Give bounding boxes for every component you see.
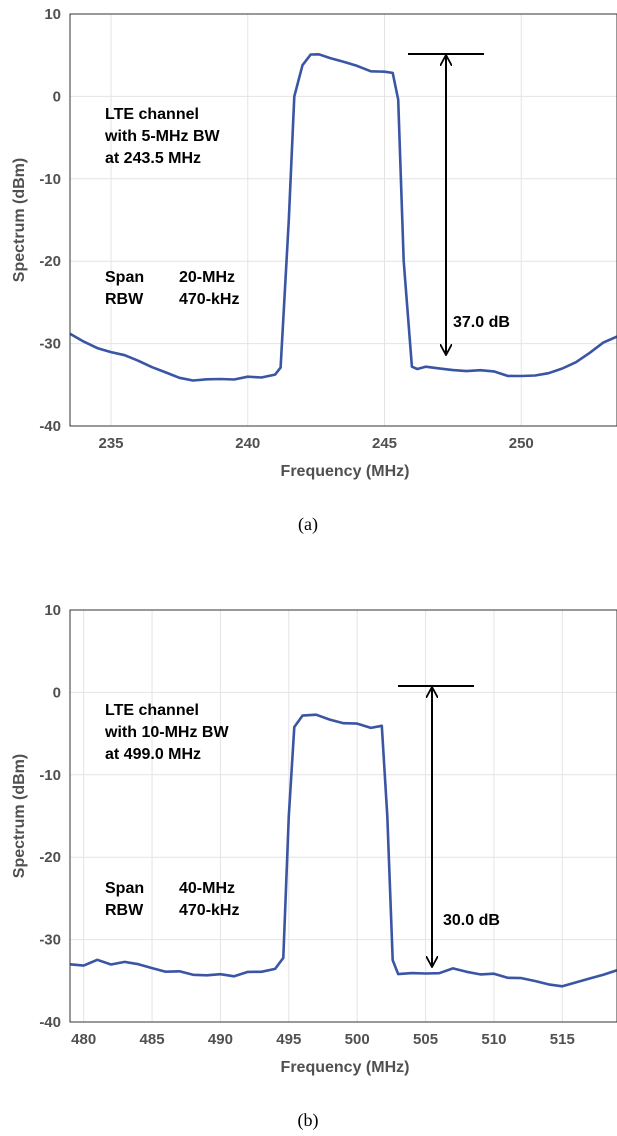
chart-a-x-tick-label: 250 xyxy=(509,435,534,452)
chart-b-y-tick-label: 0 xyxy=(53,684,61,701)
chart-b-x-tick-label: 510 xyxy=(481,1031,506,1048)
chart-b-y-axis-label: Spectrum (dBm) xyxy=(11,754,28,878)
chart-b-x-tick-label: 500 xyxy=(345,1031,370,1048)
chart-b-x-tick-label: 490 xyxy=(208,1031,233,1048)
chart-a-x-ticks: 235 240 245 250 xyxy=(99,435,534,452)
chart-b-y-tick-label: -40 xyxy=(39,1014,61,1031)
chart-a-span-label: Span xyxy=(105,269,144,286)
chart-b-caption: (b) xyxy=(298,1110,319,1131)
chart-b-y-tick-label: -30 xyxy=(39,932,61,949)
chart-b-rbw-value: 470-kHz xyxy=(179,902,239,919)
chart-b-x-tick-label: 515 xyxy=(550,1031,575,1048)
chart-a-y-ticks: -40 -30 -20 -10 0 10 xyxy=(39,6,61,435)
chart-b-y-tick-label: 10 xyxy=(44,602,61,619)
chart-a-y-axis-label: Spectrum (dBm) xyxy=(11,158,28,282)
chart-a-rbw-label: RBW xyxy=(105,291,144,308)
chart-a-difference-label: 37.0 dB xyxy=(453,314,510,331)
chart-b-difference-label: 30.0 dB xyxy=(443,912,500,929)
chart-a-y-tick-label: -10 xyxy=(39,171,61,188)
chart-b-y-tick-label: -20 xyxy=(39,849,61,866)
chart-b-y-tick-label: -10 xyxy=(39,767,61,784)
chart-b-x-ticks: 480 485 490 495 500 505 510 515 xyxy=(71,1031,575,1048)
chart-b-x-tick-label: 480 xyxy=(71,1031,96,1048)
chart-b-span-value: 40-MHz xyxy=(179,880,235,897)
chart-b-channel-line-3: at 499.0 MHz xyxy=(105,746,201,763)
chart-b-x-tick-label: 485 xyxy=(140,1031,165,1048)
chart-b-x-tick-label: 505 xyxy=(413,1031,438,1048)
chart-a-x-axis-label: Frequency (MHz) xyxy=(281,463,410,480)
chart-a-frame xyxy=(69,13,617,427)
chart-a-caption: (a) xyxy=(298,514,318,535)
chart-b-channel-line-2: with 10-MHz BW xyxy=(104,724,229,741)
chart-a-rbw-value: 470-kHz xyxy=(179,291,239,308)
chart-a-span-value: 20-MHz xyxy=(179,269,235,286)
chart-a-channel-line-3: at 243.5 MHz xyxy=(105,150,201,167)
chart-a-y-tick-label: 10 xyxy=(44,6,61,23)
chart-a-channel-line-1: LTE channel xyxy=(105,106,199,123)
chart-a-spectrum-line xyxy=(69,53,617,382)
chart-b-y-ticks: -40 -30 -20 -10 0 10 xyxy=(39,602,61,1031)
chart-b-x-axis-label: Frequency (MHz) xyxy=(281,1059,410,1076)
chart-b-spectrum-line xyxy=(69,713,617,988)
chart-a-y-tick-label: -30 xyxy=(39,336,61,353)
chart-b-rbw-label: RBW xyxy=(105,902,144,919)
chart-b-channel-line-1: LTE channel xyxy=(105,702,199,719)
chart-a-y-tick-label: 0 xyxy=(53,88,61,105)
chart-a-x-tick-label: 235 xyxy=(99,435,124,452)
chart-a-y-tick-label: -40 xyxy=(39,418,61,435)
chart-b: -40 -30 -20 -10 0 10 480 485 490 495 500 505 510 515… xyxy=(11,602,617,1131)
chart-b-frame xyxy=(69,609,617,1023)
chart-b-span-label: Span xyxy=(105,880,144,897)
chart-a: -40 -30 -20 -10 0 10 235 240 245 250 Frequency (… xyxy=(11,6,617,535)
chart-a-grid xyxy=(70,13,617,427)
chart-b-x-tick-label: 495 xyxy=(276,1031,301,1048)
chart-a-x-tick-label: 240 xyxy=(235,435,260,452)
chart-b-grid xyxy=(70,609,617,1023)
chart-a-x-tick-label: 245 xyxy=(372,435,397,452)
chart-a-y-tick-label: -20 xyxy=(39,253,61,270)
chart-a-channel-line-2: with 5-MHz BW xyxy=(104,128,221,145)
